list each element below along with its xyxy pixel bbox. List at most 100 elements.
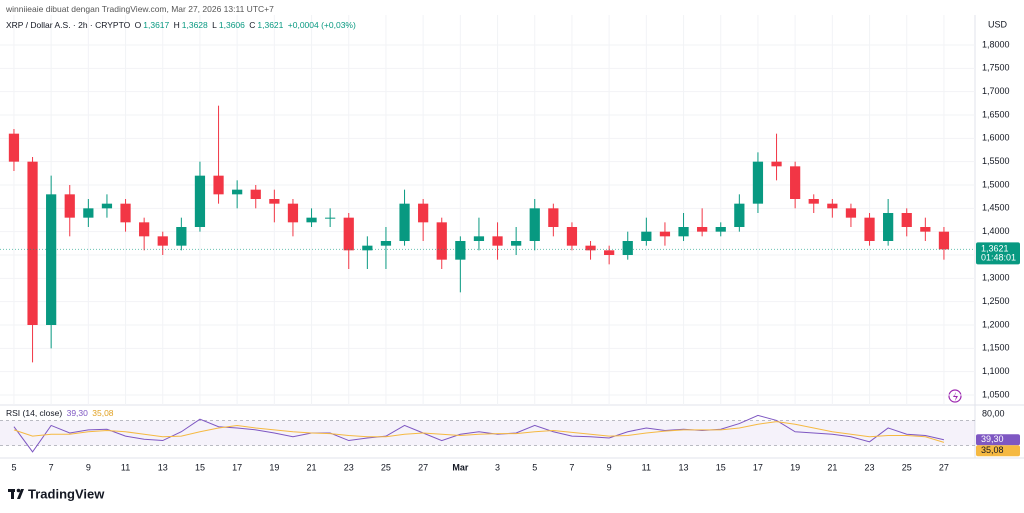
x-tick-label: 7 [49,462,54,472]
x-tick-label: 5 [532,462,537,472]
x-tick-label: 25 [902,462,912,472]
y-tick-label: 1,0500 [982,389,1010,399]
value-tag-label: 39,30 [981,434,1004,444]
y-tick-label: 1,4500 [982,203,1010,213]
ohlc-label: O [134,20,142,30]
candle-body [790,166,801,199]
x-tick-label: 23 [344,462,354,472]
candle-body [473,236,485,241]
candle-body [120,203,131,223]
x-tick-label: 7 [569,462,574,472]
ohlc-value: 1,3628 [181,20,208,30]
candle-body [362,245,373,251]
y-tick-label: 1,3000 [982,273,1010,283]
candle-body [139,222,150,237]
candle-body [585,245,596,251]
x-tick-label: 21 [827,462,837,472]
candle-body [46,194,57,325]
countdown: 01:48:01 [981,253,1016,263]
candle-body [436,222,447,260]
x-tick-label: 15 [195,462,205,472]
alert-icon[interactable] [948,389,962,403]
candle-body [827,203,838,209]
candle-body [734,203,745,227]
x-tick-label: 9 [607,462,612,472]
price-tag-value: 1,3621 [981,244,1009,254]
symbol: XRP / Dollar A.S. · 2h · CRYPTO [6,20,131,30]
candle-body [864,217,875,241]
candle-body [622,241,633,255]
candle-body [380,241,392,246]
candle-body [64,194,75,218]
x-tick-label: 17 [232,462,242,472]
candle-body [938,231,950,250]
candle-body [455,241,466,260]
ohlc-value: 1,3621 [257,20,284,30]
candle-body [213,175,224,195]
x-tick-label: 13 [679,462,689,472]
rsi-legend: RSI (14, close) 39,30 35,08 [6,408,116,418]
x-tick-label: 5 [11,462,16,472]
y-tick-label: 1,7000 [982,86,1010,96]
rsi-tick-label: 80,00 [982,409,1005,419]
x-tick-label: 19 [790,462,800,472]
rsi-title: RSI (14, close) [6,408,63,418]
x-tick-label: 27 [418,462,428,472]
x-tick-label: 19 [269,462,279,472]
candle-body [232,189,243,195]
candle-body [548,208,559,227]
x-tick-label: Mar [452,462,469,472]
y-tick-label: 1,5500 [982,156,1010,166]
candle-body [752,161,764,204]
x-tick-label: 15 [716,462,726,472]
candle-body [343,217,354,251]
candle-body [659,231,671,237]
candle-body [157,236,168,246]
legend: XRP / Dollar A.S. · 2h · CRYPTO O 1,3617 … [6,20,358,30]
ohlc-label: C [249,20,256,30]
candle-body [697,227,708,232]
candle-body [883,213,894,241]
y-tick-label: 1,1000 [982,366,1010,376]
y-tick-label: 1,7500 [982,63,1010,73]
candle-body [678,227,689,237]
ohlc-label: H [173,20,180,30]
candle-body [27,161,38,325]
value-tag [976,434,1020,446]
candle-body [901,213,912,227]
y-tick-label: 1,5000 [982,179,1010,189]
y-tick-label: 1,2000 [982,319,1010,329]
x-tick-label: 11 [642,462,651,472]
ohlc-value: 1,3606 [218,20,245,30]
candle-body [306,217,317,223]
x-tick-label: 27 [939,462,949,472]
currency: USD [988,19,1008,29]
y-tick-label: 1,4000 [982,226,1010,236]
rsi-line [13,414,945,453]
candle-body [511,241,522,246]
candle-body [715,227,726,232]
candle-body [418,203,429,223]
candle-body [492,236,503,246]
ohlc-label: L [212,20,217,30]
candle-body [920,227,931,232]
x-tick-label: 3 [495,462,500,472]
logo-text: TradingView [28,486,105,501]
value-tag-label: 35,08 [981,445,1004,455]
x-tick-label: 9 [86,462,91,472]
candle-body [83,208,94,218]
y-tick-label: 1,6500 [982,109,1010,119]
rsi-line [13,421,945,443]
candle-body [529,208,540,241]
candle-body [325,217,336,219]
x-tick-label: 11 [121,462,130,472]
candle-body [250,189,261,199]
candle-body [194,175,206,227]
logo: TradingView [8,486,105,501]
y-tick-label: 1,6000 [982,133,1010,143]
candle-body [641,231,652,241]
candle-body [845,208,857,218]
ohlc-value: 1,3617 [143,20,170,30]
